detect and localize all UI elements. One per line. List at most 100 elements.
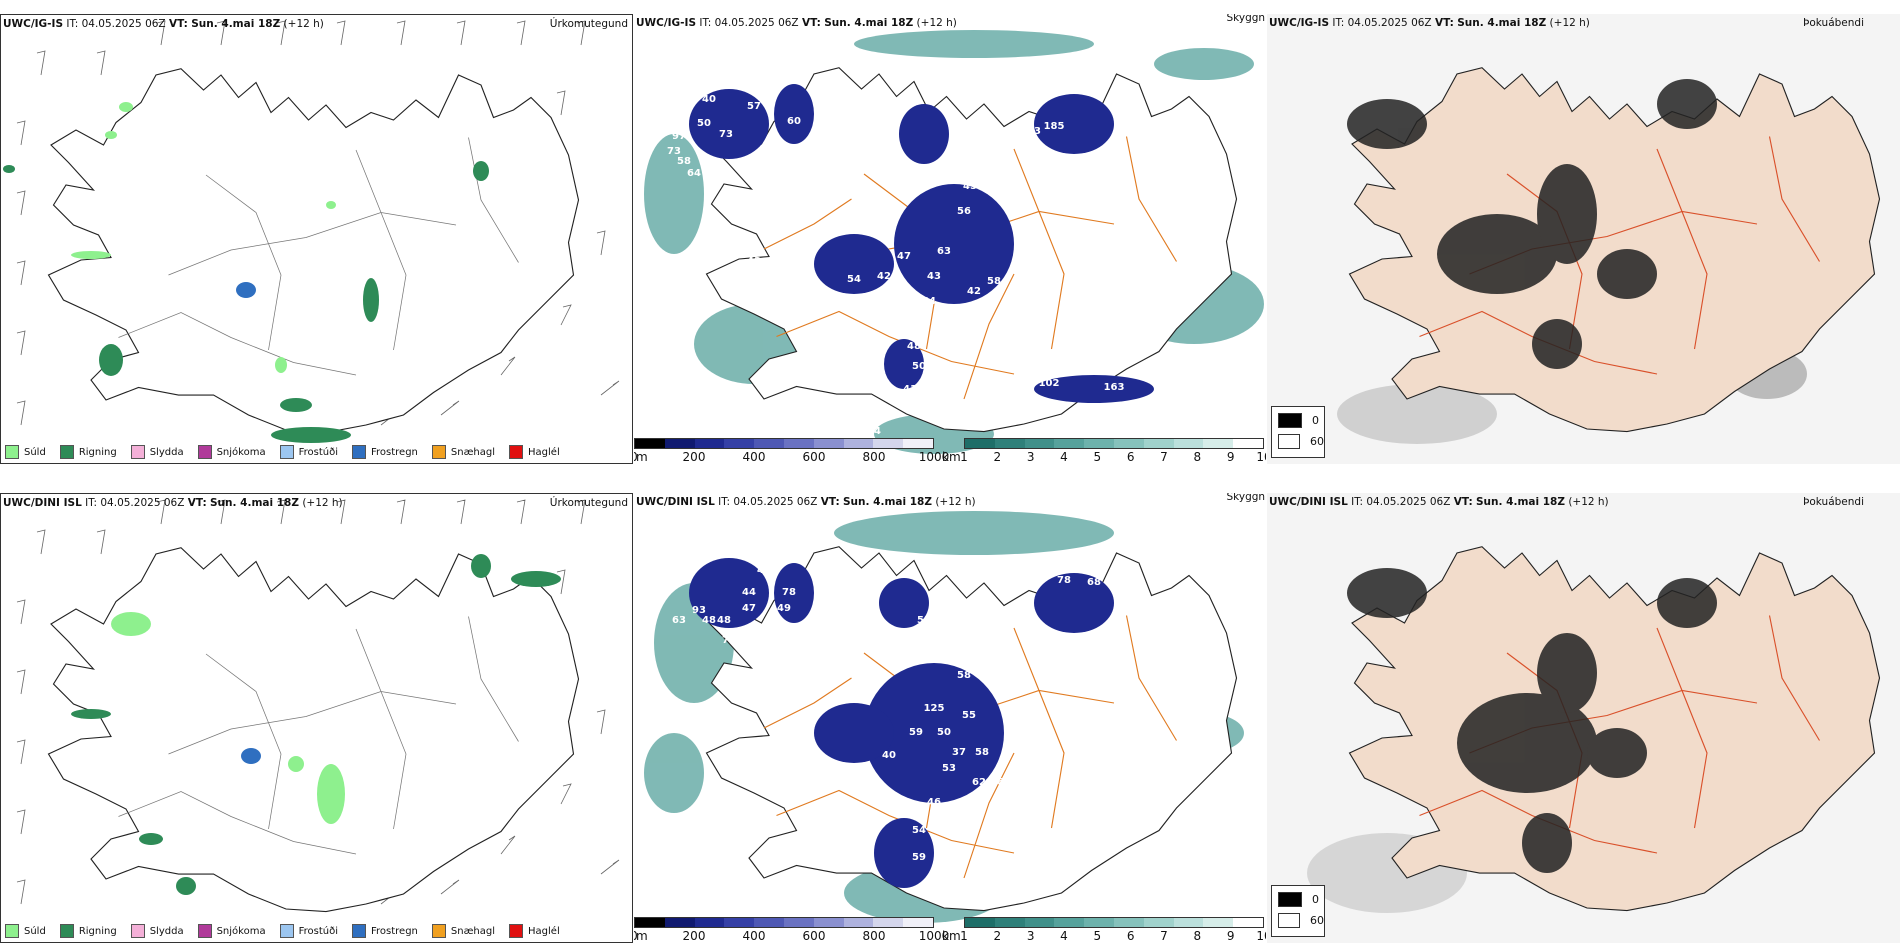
precip-areas — [3, 102, 489, 443]
cloud-value-label: 54 — [912, 825, 926, 836]
roads — [118, 616, 519, 855]
legend-item: Rigning — [59, 924, 117, 938]
cloud-value-label: 45 — [932, 865, 946, 876]
panel-title: UWC/DINI ISL IT: 04.05.2025 06Z VT: Sun.… — [636, 496, 976, 508]
colorbar-cell — [903, 918, 933, 927]
cloud-value-label: 48 — [777, 186, 791, 197]
cloud-value-label: 11 — [1020, 785, 1034, 796]
legend-swatch — [1278, 892, 1302, 907]
colorbar-tick-label: 1000 — [918, 929, 950, 943]
cloud-value-label: 53 — [917, 615, 931, 626]
colorbar-tick-label: 10 — [1256, 450, 1266, 464]
cloud-value-label: 78 — [782, 587, 796, 598]
legend-item: Frostúði — [279, 924, 338, 938]
colorbar-tick-label: 0 — [634, 929, 638, 943]
cloud-panel: UWC/DINI ISL IT: 04.05.2025 06Z VT: Sun.… — [634, 493, 1266, 943]
ceiling-unit: m — [636, 450, 648, 464]
colorbar-tick-label: 9 — [1226, 929, 1235, 943]
dewpoint-panel: UWC/DINI ISL IT: 04.05.2025 06Z VT: Sun.… — [1267, 493, 1900, 943]
cloud-value-label: 13 — [1027, 126, 1041, 137]
colorbar-cell — [1233, 918, 1263, 927]
cloud-value-label: 37 — [952, 747, 966, 758]
legend-item: Snjókoma — [197, 445, 266, 459]
colorbar-tick-label: 2 — [993, 450, 1002, 464]
panel-title: UWC/DINI ISL IT: 04.05.2025 06Z VT: Sun.… — [1269, 496, 1609, 508]
legend-item: Frostregn — [352, 445, 418, 459]
colorbar-tick-label: 200 — [682, 450, 706, 464]
precip-legend: Súld Rigning Slydda Snjókoma Frostúði Fr… — [5, 445, 560, 459]
colorbar-cell — [965, 439, 995, 448]
legend-item: Frostúði — [279, 445, 338, 459]
cloud-value-label: 50 — [697, 118, 711, 129]
ceiling-colorbar: 0 200 400 600 800 1000 — [634, 917, 949, 943]
legend-item: Rigning — [59, 445, 117, 459]
colorbar-tick-label: 10 — [1256, 929, 1266, 943]
wind-barbs — [16, 499, 620, 905]
cloud-value-label: 41 — [903, 384, 917, 395]
colorbar-tick-label: 9 — [1226, 450, 1235, 464]
cloud-value-label: 50 — [937, 727, 951, 738]
colorbar-cell — [965, 918, 995, 927]
cloud-value-label: 64 — [687, 168, 701, 179]
colorbar-tick-label: 7 — [1160, 929, 1168, 943]
colorbar-cell — [994, 918, 1025, 927]
colorbar-tick-label: 400 — [742, 929, 766, 943]
colorbar-cell — [813, 439, 844, 448]
cloud-value-label: 93 — [692, 605, 706, 616]
legend-swatch — [5, 924, 19, 938]
colorbar-cell — [903, 439, 933, 448]
colorbar-cell — [783, 439, 814, 448]
panel-title: UWC/IG-IS IT: 04.05.2025 06Z VT: Sun. 4.… — [636, 17, 957, 29]
cloud-value-label: 82 — [1097, 206, 1111, 217]
legend-swatch — [5, 445, 19, 459]
legend-swatch — [279, 445, 294, 459]
precip-map — [3, 20, 620, 443]
legend-item: Snæhagl — [431, 445, 495, 459]
colorbar-tick-label: 1000 — [918, 450, 950, 464]
colorbar-cell — [994, 439, 1025, 448]
cloud-value-label: 73 — [719, 129, 733, 140]
legend-swatch — [1278, 913, 1300, 928]
cloud-value-label: 58 — [677, 156, 691, 167]
cloud-value-label: 55 — [962, 710, 976, 721]
cloud-value-label: 60 — [787, 116, 801, 127]
colorbar-cell — [1113, 918, 1144, 927]
colorbar-cell — [754, 918, 784, 927]
cloud-value-label: 47 — [742, 603, 756, 614]
legend-item: Haglél — [509, 445, 560, 459]
panel-title: UWC/DINI ISL IT: 04.05.2025 06Z VT: Sun.… — [3, 497, 343, 509]
colorbar-tick-label: 200 — [682, 929, 706, 943]
wind-barbs — [16, 20, 620, 426]
legend-swatch — [1278, 434, 1300, 449]
colorbar-tick-label: 0 — [634, 450, 638, 464]
colorbar-ticks: 1 2 3 4 5 6 7 8 9 10 — [960, 929, 1266, 943]
colorbar-ticks: 0 200 400 600 800 1000 — [634, 929, 949, 943]
panel-type-label: Þokuábendi — [1803, 17, 1864, 29]
cloud-value-label: 48 — [702, 615, 716, 626]
cloud-value-label: 37 — [777, 306, 791, 317]
colorbar-cell — [1113, 439, 1144, 448]
cloud-value-label: 63 — [672, 615, 686, 626]
colorbar-tick-label: 3 — [1026, 450, 1035, 464]
cloud-value-label: 97 — [672, 131, 686, 142]
cloud-value-label: 54 — [847, 274, 861, 285]
colorbar-ticks: 1 2 3 4 5 6 7 8 9 10 — [960, 450, 1266, 464]
legend-swatch — [352, 924, 366, 938]
legend-swatch — [352, 445, 366, 459]
panel-type-label: Skyggni — [1226, 14, 1267, 24]
colorbar-tick-label: 800 — [862, 929, 886, 943]
cloud-value-label: 94 — [867, 426, 881, 437]
dewpoint-legend: 0 60 — [1271, 406, 1325, 458]
precip-map — [16, 499, 620, 913]
colorbar-cell — [813, 918, 844, 927]
legend-swatch — [509, 924, 524, 938]
colorbar-cell — [1173, 918, 1204, 927]
legend-swatch — [59, 924, 74, 938]
legend-item: Slydda — [130, 924, 184, 938]
panel-title: UWC/IG-IS IT: 04.05.2025 06Z VT: Sun. 4.… — [3, 18, 324, 30]
colorbar-cell — [724, 918, 755, 927]
dewpoint-map — [1267, 493, 1900, 943]
cloud-value-label: 163 — [1104, 382, 1125, 393]
cloud-value-label: 48 — [907, 341, 921, 352]
